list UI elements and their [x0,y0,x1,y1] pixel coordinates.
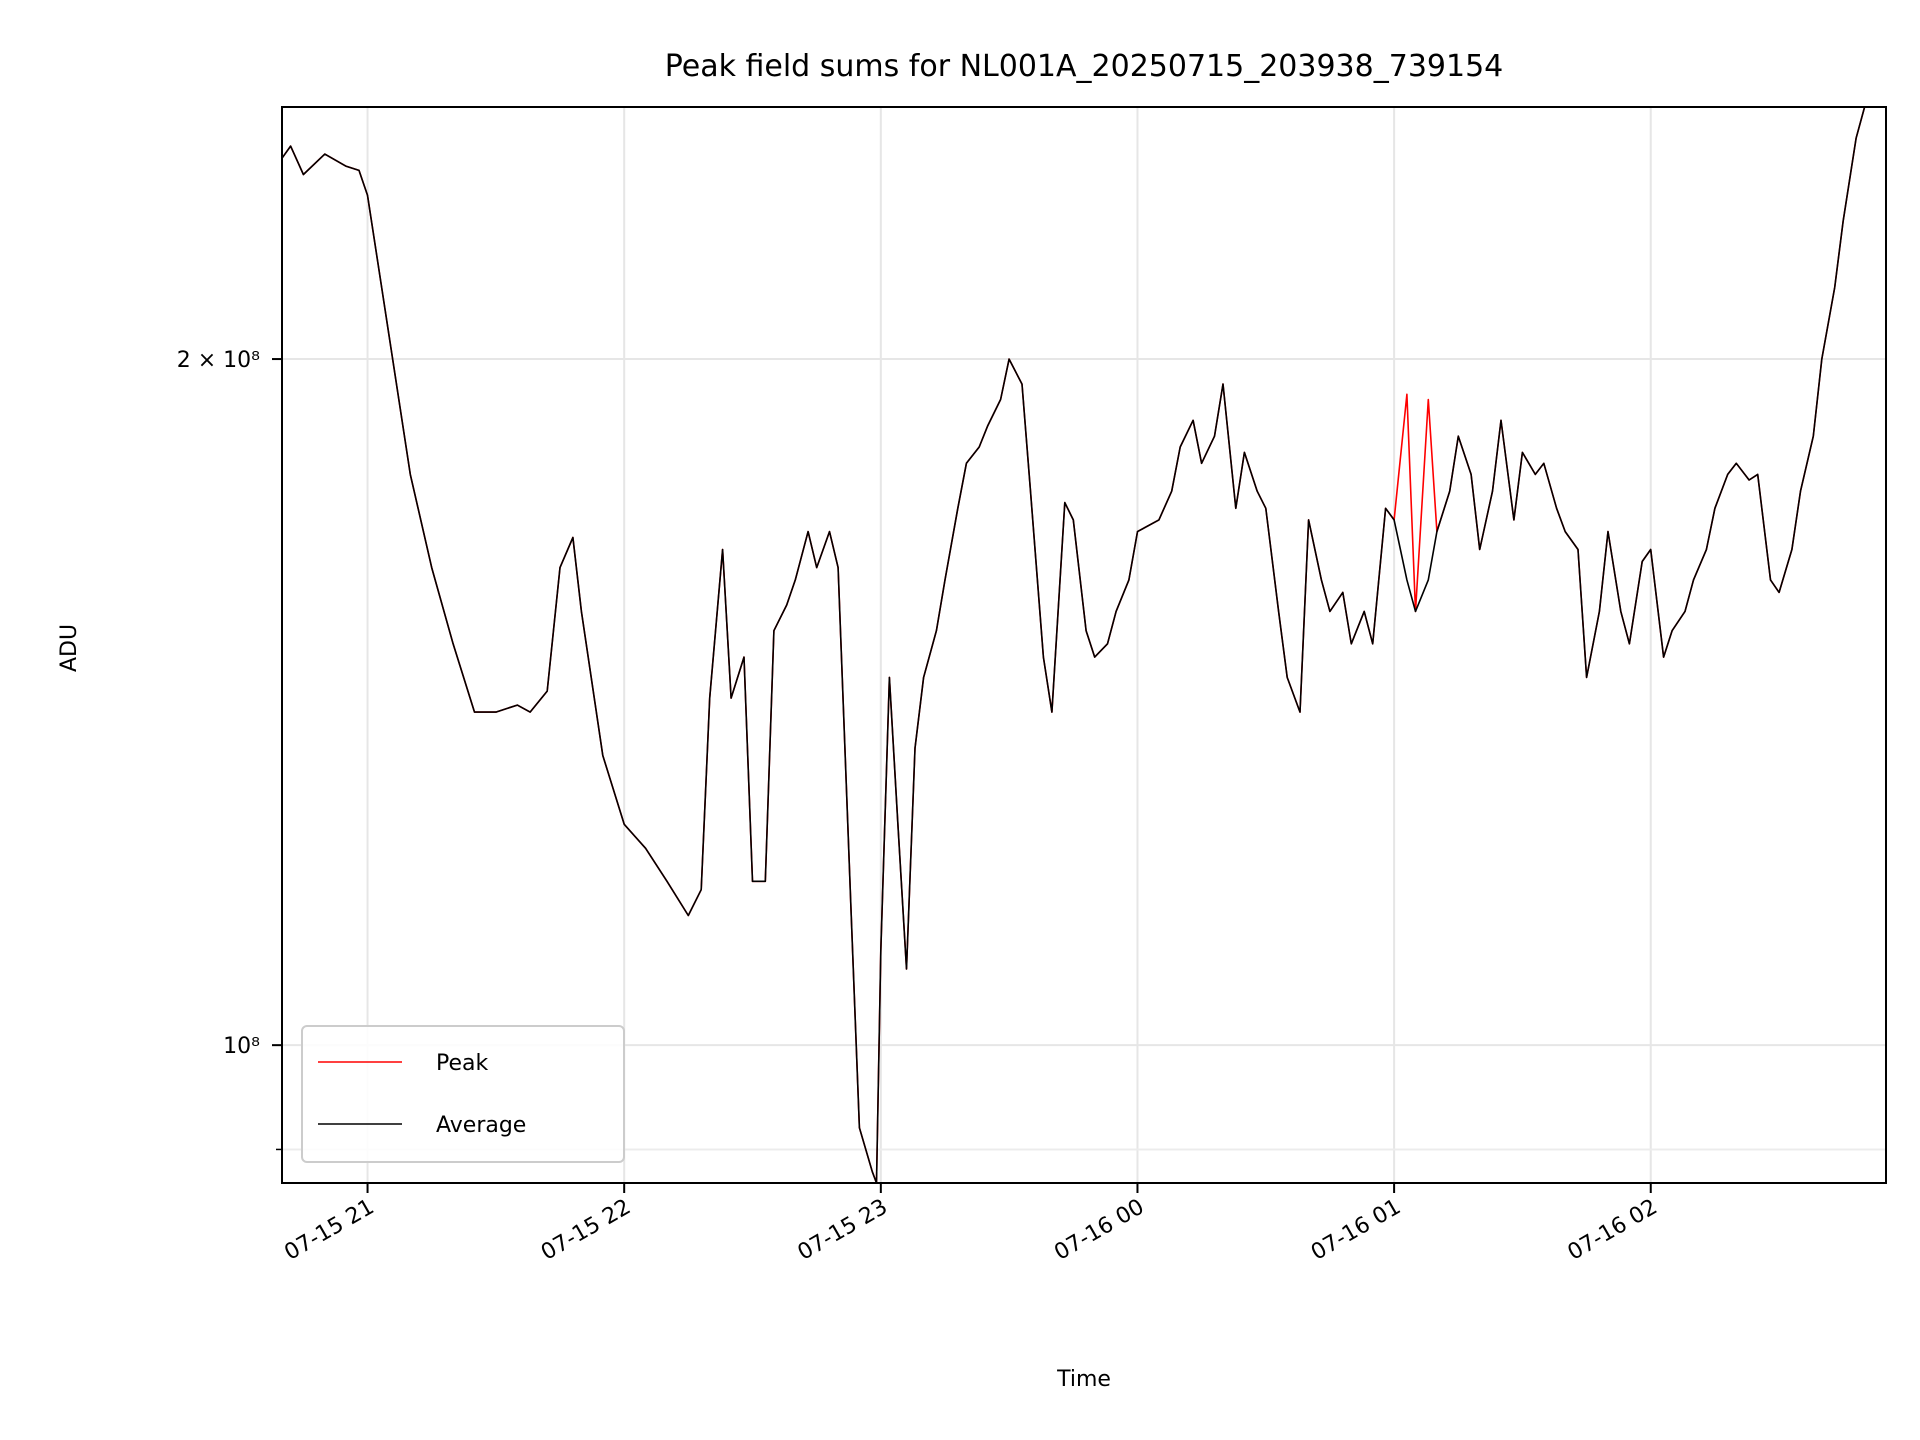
legend-box [301,1025,625,1163]
plot-area-frame [281,106,1887,1184]
series-layer [281,106,1874,1184]
y-axis-label: ADU [57,624,82,672]
legend: Peak Average [301,1025,625,1163]
series-line-average [281,106,1874,1184]
x-axis-label: Time [1056,1367,1111,1392]
chart-title: Peak field sums for NL001A_20250715_2039… [665,49,1504,84]
y-tick-label: 10⁸ [223,1034,260,1059]
legend-label-average: Average [436,1113,526,1138]
legend-label-peak: Peak [436,1051,488,1076]
ticks [272,358,1652,1193]
y-tick-label: 2 × 10⁸ [177,348,260,373]
